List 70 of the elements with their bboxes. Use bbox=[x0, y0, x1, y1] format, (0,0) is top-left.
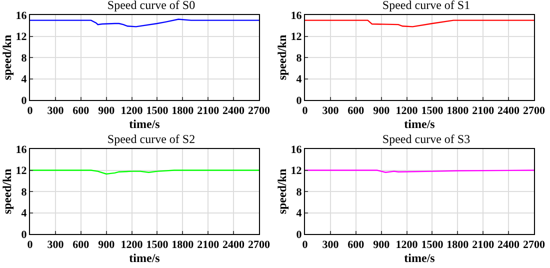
x-tick-label: 900 bbox=[373, 239, 390, 252]
x-axis-title: time/s bbox=[404, 251, 436, 266]
x-tick-label: 1500 bbox=[146, 105, 169, 118]
y-tick-label: 4 bbox=[21, 74, 28, 86]
x-tick-label: 2400 bbox=[498, 239, 520, 252]
x-tick-label: 2400 bbox=[222, 105, 246, 118]
y-tick-label: 16 bbox=[16, 144, 28, 156]
y-tick-label: 8 bbox=[296, 186, 302, 198]
x-tick-label: 2700 bbox=[523, 239, 546, 252]
y-axis-title: speed/kn bbox=[275, 168, 289, 214]
x-tick-label: 1200 bbox=[396, 239, 418, 252]
x-tick-label: 1800 bbox=[446, 105, 470, 118]
x-tick-label: 2700 bbox=[523, 105, 546, 118]
y-axis-title: speed/kn bbox=[0, 34, 14, 80]
x-tick-label: 900 bbox=[373, 105, 390, 118]
y-tick-label: 16 bbox=[16, 10, 28, 22]
x-tick-label: 300 bbox=[47, 105, 64, 118]
x-tick-label: 600 bbox=[72, 105, 90, 118]
x-tick-label: 300 bbox=[322, 239, 340, 252]
x-tick-label: 1800 bbox=[172, 239, 194, 252]
x-tick-label: 2400 bbox=[498, 105, 520, 118]
x-tick-label: 1200 bbox=[120, 105, 144, 118]
x-tick-label: 2100 bbox=[472, 105, 495, 118]
x-axis-title: time/s bbox=[404, 117, 436, 132]
y-tick-label: 0 bbox=[21, 228, 28, 241]
line-series bbox=[30, 18, 259, 28]
y-tick-label: 8 bbox=[21, 186, 28, 198]
x-tick-label: 600 bbox=[72, 239, 90, 252]
x-tick-label: 600 bbox=[348, 239, 365, 252]
y-tick-label: 0 bbox=[21, 94, 28, 107]
x-tick-label: 1500 bbox=[421, 239, 444, 252]
y-tick-label: 16 bbox=[290, 144, 302, 156]
y-axis-title: speed/kn bbox=[275, 34, 289, 80]
y-tick-label: 0 bbox=[296, 228, 302, 241]
y-tick-label: 16 bbox=[290, 10, 302, 22]
x-tick-label: 1500 bbox=[146, 239, 169, 252]
x-tick-label: 1200 bbox=[120, 239, 144, 252]
y-axis-title: speed/kn bbox=[0, 168, 14, 214]
y-tick-label: 8 bbox=[21, 52, 28, 64]
x-axis-title: time/s bbox=[129, 251, 160, 266]
x-tick-label: 900 bbox=[98, 239, 116, 252]
y-tick-label: 12 bbox=[290, 165, 302, 178]
y-tick-label: 8 bbox=[296, 52, 302, 64]
chart-title: Speed curve of S0 bbox=[107, 0, 196, 12]
x-tick-label: 2100 bbox=[197, 105, 220, 118]
y-tick-label: 12 bbox=[16, 165, 28, 178]
chart-title: Speed curve of S1 bbox=[382, 0, 470, 12]
x-tick-label: 2100 bbox=[197, 239, 220, 252]
x-tick-label: 600 bbox=[348, 105, 365, 118]
line-series bbox=[305, 20, 534, 28]
y-tick-label: 12 bbox=[290, 31, 302, 44]
x-tick-label: 1500 bbox=[421, 105, 444, 118]
y-tick-label: 4 bbox=[21, 208, 28, 220]
x-tick-label: 1200 bbox=[396, 105, 418, 118]
x-tick-label: 300 bbox=[322, 105, 340, 118]
x-axis-title: time/s bbox=[129, 117, 160, 132]
x-tick-label: 2700 bbox=[248, 105, 270, 118]
x-tick-label: 2700 bbox=[248, 239, 270, 252]
x-tick-label: 2100 bbox=[472, 239, 495, 252]
x-tick-label: 1800 bbox=[172, 105, 194, 118]
x-tick-label: 2400 bbox=[222, 239, 246, 252]
x-tick-label: 1800 bbox=[446, 239, 470, 252]
y-tick-label: 12 bbox=[16, 31, 28, 44]
y-tick-label: 4 bbox=[296, 208, 302, 220]
x-tick-label: 300 bbox=[47, 239, 64, 252]
y-tick-label: 4 bbox=[296, 74, 302, 86]
y-tick-label: 0 bbox=[296, 94, 302, 107]
x-tick-label: 900 bbox=[98, 105, 116, 118]
chart-title: Speed curve of S2 bbox=[107, 132, 196, 146]
chart-title: Speed curve of S3 bbox=[382, 132, 470, 146]
